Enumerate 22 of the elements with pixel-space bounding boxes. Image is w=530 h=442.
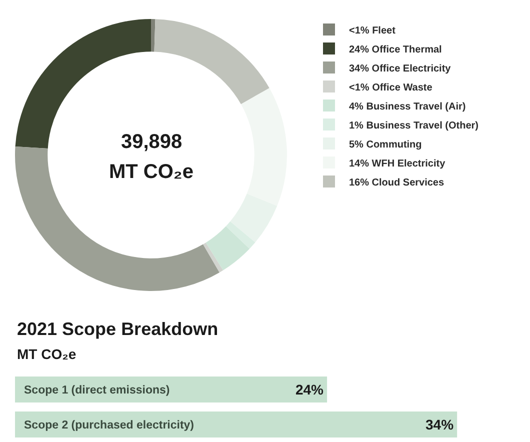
legend-label: 5% Commuting [349,139,422,150]
donut-slice [151,19,156,52]
y-tick-label: Scope 1 (direct emissions) [24,384,170,397]
donut-slice [226,221,256,249]
legend-label: 4% Business Travel (Air) [349,101,466,112]
data-label: 34% [426,416,454,432]
y-tick-label: Scope 2 (purchased electricity) [24,420,194,432]
donut-slice [206,226,250,270]
legend-label: 16% Cloud Services [349,177,444,188]
donut-slice [203,242,224,272]
legend-label: 14% WFH Electricity [349,158,446,170]
text: 39,898 [121,131,182,153]
legend-label: <1% Fleet [349,25,396,36]
legend-label: 34% Office Electricity [349,63,452,74]
text: MT CO₂e [109,161,194,183]
legend-label: 24% Office Thermal [349,44,442,56]
chart-subtitle: MT CO₂e [17,346,76,362]
chart-title: 2021 Scope Breakdown [17,319,218,339]
donut-slice [154,19,270,104]
data-label: 24% [295,382,324,398]
legend-label: <1% Office Waste [349,82,433,94]
legend-label: 1% Business Travel (Other) [349,120,478,132]
